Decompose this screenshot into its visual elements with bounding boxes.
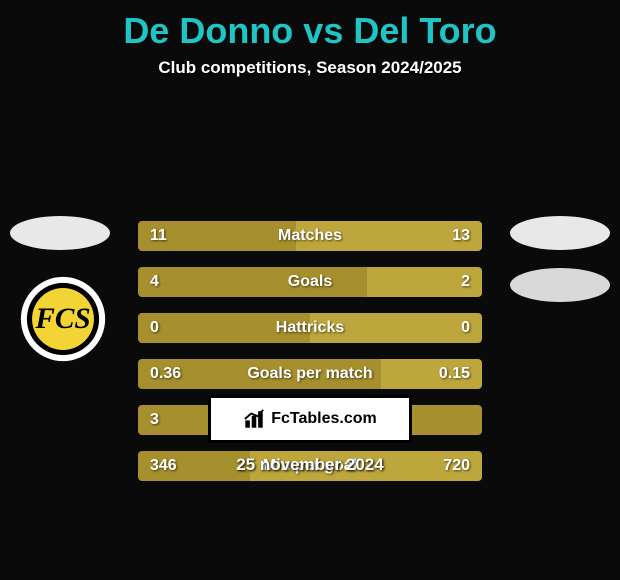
stat-row: 0 0 Hattricks <box>138 313 482 343</box>
value-left: 0.36 <box>150 365 181 383</box>
bar-segment-left <box>138 267 367 297</box>
stat-label: Hattricks <box>276 319 344 337</box>
stat-label: Matches <box>278 227 342 245</box>
value-right: 13 <box>452 227 470 245</box>
value-left: 3 <box>150 411 159 429</box>
stat-label: Goals <box>288 273 332 291</box>
club-logo-letters: FCS <box>34 303 90 335</box>
date: 25 november 2024 <box>0 455 620 475</box>
team-badge-left <box>10 216 110 250</box>
bar-chart-icon <box>243 408 265 430</box>
page-title: De Donno vs Del Toro <box>0 0 620 58</box>
value-left: 4 <box>150 273 159 291</box>
brand-text: FcTables.com <box>271 410 377 428</box>
value-right: 0 <box>461 319 470 337</box>
value-right: 0.15 <box>439 365 470 383</box>
stat-label: Goals per match <box>247 365 372 383</box>
stat-row: 4 2 Goals <box>138 267 482 297</box>
subtitle: Club competitions, Season 2024/2025 <box>0 58 620 96</box>
brand-footer: FcTables.com <box>208 395 412 443</box>
team-badge-right <box>510 268 610 302</box>
value-left: 11 <box>150 227 167 245</box>
team-badge-right <box>510 216 610 250</box>
value-right: 2 <box>461 273 470 291</box>
club-logo-left: FCS <box>20 276 106 362</box>
stat-row: 0.36 0.15 Goals per match <box>138 359 482 389</box>
value-left: 0 <box>150 319 159 337</box>
stat-row: 11 13 Matches <box>138 221 482 251</box>
